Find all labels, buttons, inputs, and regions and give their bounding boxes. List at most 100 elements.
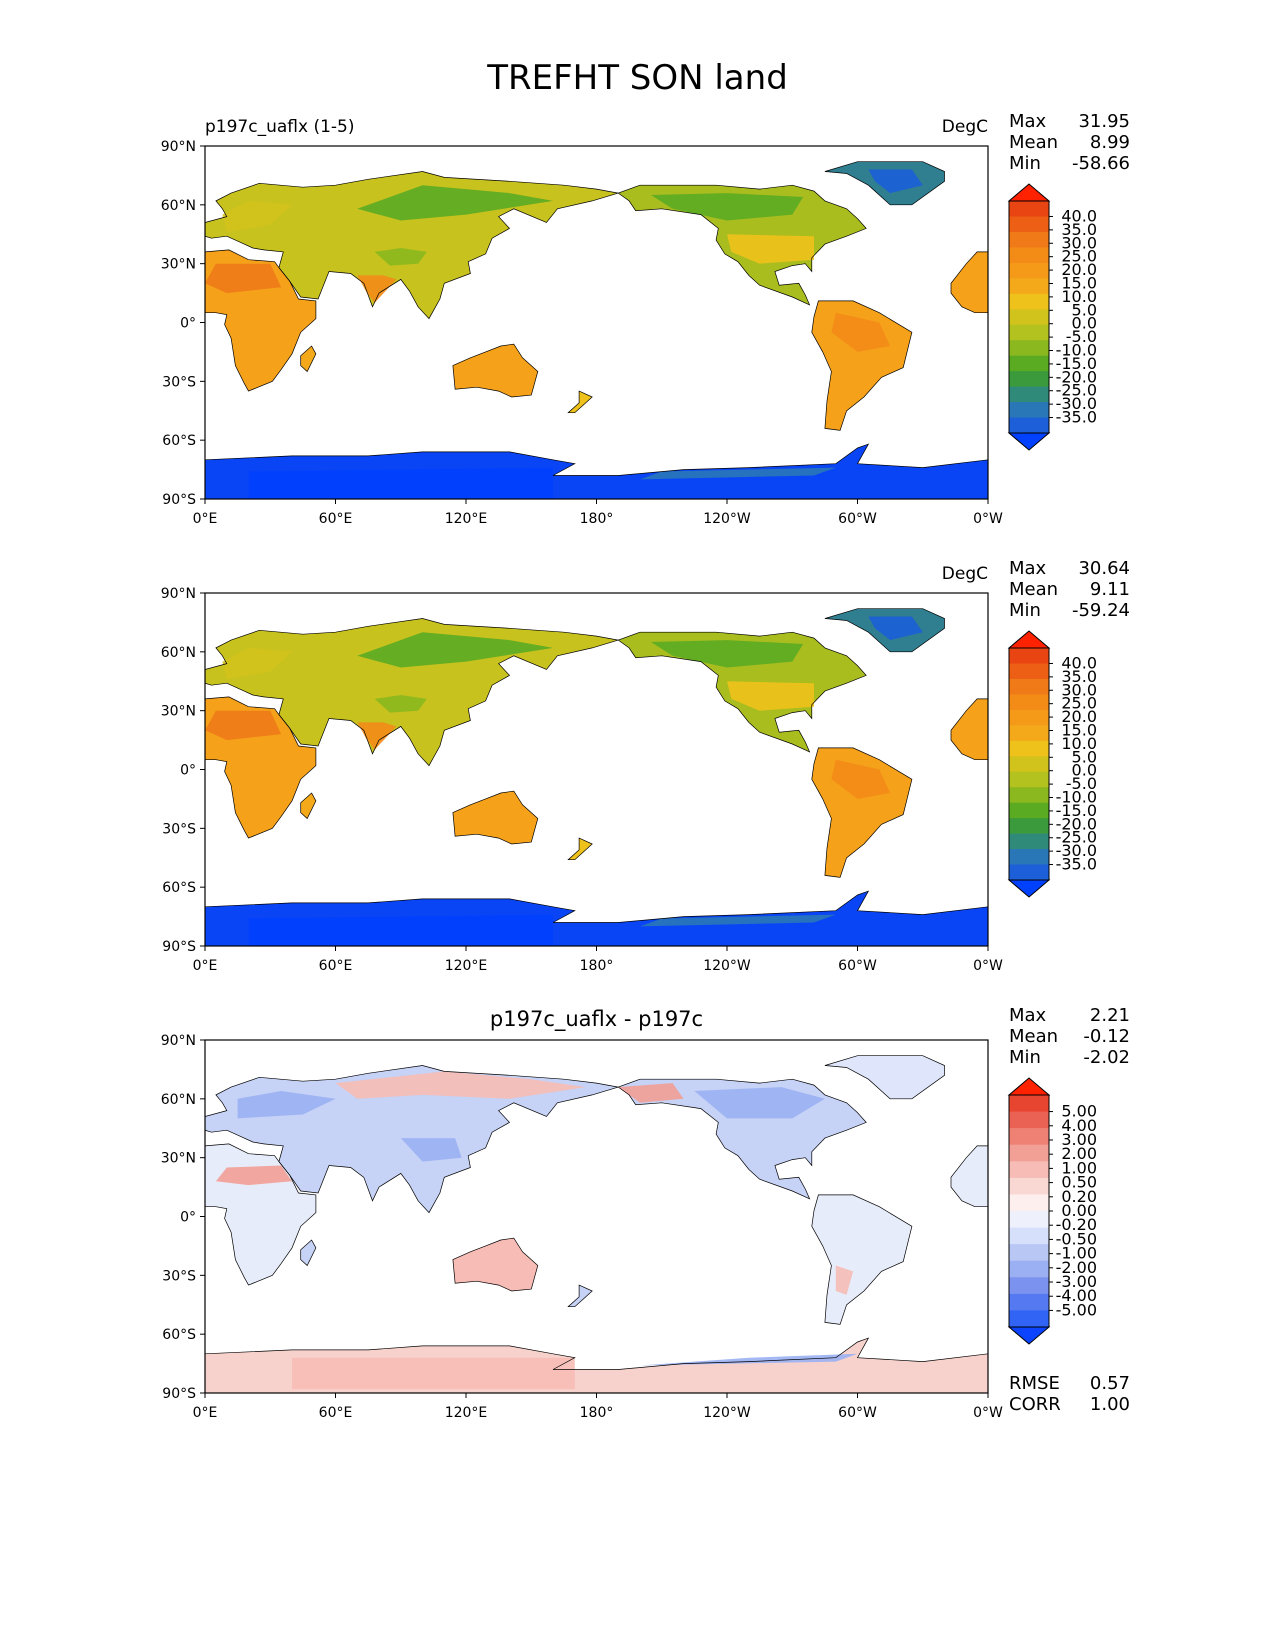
lon-tick-label: 180° (580, 511, 614, 527)
coastline-southamerica (811, 300, 913, 431)
lat-tick-label: 60°N (161, 198, 196, 214)
map-fill-layer (205, 608, 988, 946)
land-eurasia (205, 618, 619, 766)
lat-tick-label: 30°S (162, 1268, 196, 1284)
panel-2-mean-value: 9.11 (1089, 579, 1130, 600)
wantarctic-region (640, 467, 836, 480)
eantarctic-warm (292, 1357, 575, 1390)
lon-tick-label: 0°E (193, 1405, 218, 1421)
colorbar-segment (1009, 1161, 1049, 1179)
colorbar-tick-label: 0.0 (1072, 314, 1097, 333)
land-greenland (824, 1055, 945, 1099)
colorbar-segment (1009, 417, 1049, 434)
coastline-eurasia (205, 171, 619, 320)
lat-tick-label: 0° (180, 1210, 196, 1226)
lon-tick-label: 180° (580, 1405, 614, 1421)
panel-3-mean-value: -0.12 (1083, 1026, 1130, 1047)
colorbar-tick-label: 3.00 (1061, 1130, 1097, 1149)
panel-1-mean-value: 8.99 (1089, 132, 1130, 153)
panel-2-max-label: Max (1009, 558, 1047, 579)
colorbar-segment (1009, 324, 1049, 341)
panel-3-max-label: Max (1009, 1005, 1047, 1026)
colorbar-tick-label: -5.00 (1056, 1300, 1097, 1319)
colorbar-tick-label: 35.0 (1061, 220, 1097, 239)
colorbar-segment (1009, 1177, 1049, 1196)
colorbar-segment (1009, 648, 1049, 665)
siberia-region (357, 185, 553, 221)
colorbar-segment (1009, 756, 1049, 773)
coastline-antarctica (205, 1337, 988, 1393)
india-region (357, 275, 397, 303)
tibet-region (374, 695, 427, 713)
colorbar-tick-label: -20.0 (1056, 367, 1097, 386)
lon-tick-label: 120°W (703, 958, 751, 974)
colorbar-segment (1009, 864, 1049, 881)
colorbar-tick-label: -5.0 (1066, 774, 1097, 793)
colorbar-segment (1009, 725, 1049, 742)
panel-1-min-label: Min (1009, 153, 1041, 174)
map-fill-layer (205, 1055, 988, 1393)
land-madagascar (300, 793, 316, 819)
panel-1-colorbar: 40.035.030.025.020.015.010.05.00.0-5.0-1… (1007, 183, 1097, 451)
colorbar-segment (1009, 1211, 1049, 1229)
colorbar-segment (1009, 1244, 1049, 1262)
panel-3-min-value: -2.02 (1083, 1047, 1130, 1068)
coastline-antarctica (205, 443, 988, 499)
coastline-nz (567, 390, 593, 414)
lat-tick-label: 90°S (162, 939, 196, 955)
amazon-region (831, 759, 891, 799)
panel-1-units: DegC (941, 117, 988, 137)
lon-tick-label: 120°E (445, 511, 488, 527)
lat-tick-label: 30°N (161, 257, 196, 273)
colorbar-segment (1009, 1277, 1049, 1295)
colorbar-segment (1009, 371, 1049, 388)
colorbar-tick-label: -10.0 (1056, 341, 1097, 360)
colorbar-frame (1008, 200, 1050, 434)
colorbar-segment (1009, 818, 1049, 835)
eantarctic-core (248, 914, 553, 946)
colorbar-tick-label: 15.0 (1061, 273, 1097, 292)
colorbar-segment (1009, 1144, 1049, 1162)
colorbar-tick-label: 0.00 (1061, 1201, 1097, 1220)
us-region (727, 681, 814, 711)
lat-tick-label: 30°N (161, 704, 196, 720)
wantarctic-cool (640, 1353, 858, 1366)
panel-1-mean-label: Mean (1009, 132, 1059, 153)
lon-tick-label: 60°E (319, 511, 353, 527)
colorbar-tick-label: 15.0 (1061, 720, 1097, 739)
coastline-madagascar (300, 1239, 317, 1267)
coastline-greenland (824, 1055, 945, 1100)
coastline-australia (452, 790, 539, 845)
colorbar-segment (1009, 355, 1049, 372)
colorbar-tick-label: 4.00 (1061, 1116, 1097, 1135)
lon-tick-label: 0°W (973, 958, 1003, 974)
land-australia (452, 791, 538, 844)
amazon-region (831, 312, 891, 352)
lon-tick-label: 120°W (703, 1405, 751, 1421)
colorbar-segment (1009, 231, 1049, 248)
panel-3-rmse-label: RMSE (1009, 1373, 1060, 1394)
panel-2-units: DegC (941, 564, 988, 584)
canada-region (650, 640, 804, 668)
siberia-warm (335, 1071, 586, 1099)
lon-tick-label: 120°E (445, 958, 488, 974)
lon-tick-label: 180° (580, 958, 614, 974)
coastline-africa (205, 249, 317, 392)
lon-tick-label: 120°W (703, 511, 751, 527)
colorbar-tick-label: 5.0 (1072, 747, 1097, 766)
lat-tick-label: 60°N (161, 645, 196, 661)
colorbar-top-extend (1007, 183, 1051, 202)
lon-tick-label: 60°W (838, 958, 877, 974)
colorbar-top-extend (1007, 1077, 1051, 1096)
europe-region (222, 200, 292, 233)
colorbar-tick-label: 20.0 (1061, 260, 1097, 279)
lat-tick-label: 60°S (162, 1327, 196, 1343)
lat-tick-label: 30°S (162, 821, 196, 837)
panel-2-min-value: -59.24 (1071, 600, 1130, 621)
colorbar-segment (1009, 1227, 1049, 1245)
colorbar-tick-label: 5.0 (1072, 300, 1097, 319)
lon-tick-label: 0°W (973, 1405, 1003, 1421)
lat-tick-label: 0° (180, 763, 196, 779)
panel-2-max-value: 30.64 (1078, 558, 1130, 579)
us-region (727, 234, 814, 264)
